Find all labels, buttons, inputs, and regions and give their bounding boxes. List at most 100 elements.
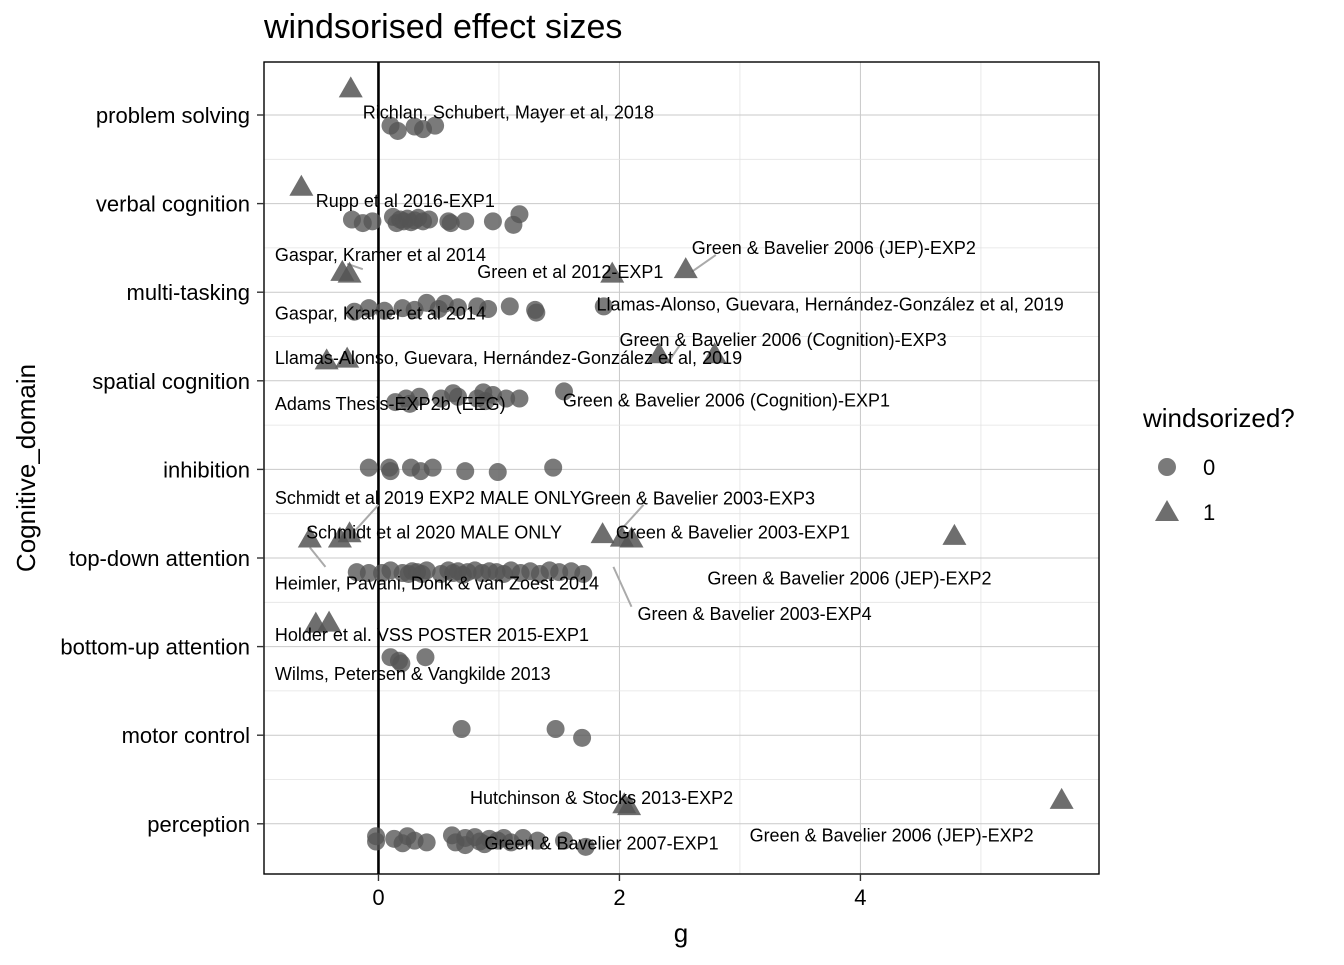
data-point-circle: [456, 462, 475, 481]
data-point-circle: [388, 121, 407, 140]
point-annotation: Gaspar, Kramer et al 2014: [275, 245, 486, 265]
annotation-leader-line: [309, 546, 327, 568]
data-point-triangle: [590, 522, 615, 544]
data-point-circle: [359, 458, 378, 477]
data-point-circle: [544, 458, 563, 477]
data-point-triangle: [1049, 787, 1074, 809]
x-axis-title: g: [674, 918, 688, 948]
x-axis: 0 2 4: [372, 874, 867, 910]
point-annotation: Green & Bavelier 2006 (JEP)-EXP2: [707, 568, 991, 588]
y-tick-label: verbal cognition: [96, 192, 250, 217]
y-tick-label: inhibition: [163, 457, 250, 482]
legend: windsorized? 0 1: [1142, 403, 1295, 525]
data-point-circle: [456, 212, 475, 231]
x-tick-label: 0: [372, 885, 384, 910]
data-point-circle: [573, 728, 592, 747]
x-tick-label: 4: [854, 885, 866, 910]
data-point-circle: [576, 837, 595, 856]
data-point-circle: [594, 297, 613, 316]
data-point-circle: [410, 387, 429, 406]
annotation-leader-line: [666, 344, 681, 364]
label-lines: [309, 254, 717, 608]
annotation-leader-line: [691, 254, 717, 273]
legend-key-circle: [1158, 458, 1176, 476]
point-annotation: Holder et al. VSS POSTER 2015-EXP1: [275, 625, 589, 645]
data-point-triangle: [338, 76, 363, 98]
legend-key-triangle: [1155, 500, 1179, 521]
data-point-triangle: [337, 521, 362, 543]
data-point-circle: [514, 828, 533, 847]
data-point-triangle: [289, 174, 314, 196]
data-point-circle: [381, 462, 400, 481]
data-point-circle: [497, 389, 516, 408]
data-point-circle: [510, 389, 529, 408]
point-annotation: Gaspar, Kramer et al 2014: [275, 303, 486, 323]
data-point-triangle: [297, 526, 322, 548]
point-annotation: Green & Bavelier 2006 (Cognition)-EXP1: [563, 390, 890, 410]
data-point-triangle: [702, 342, 727, 364]
y-tick-label: problem solving: [96, 103, 250, 128]
data-point-circle: [500, 297, 519, 316]
data-point-circle: [448, 387, 467, 406]
chart-title: windsorised effect sizes: [263, 8, 622, 46]
data-point-circle: [345, 302, 364, 321]
data-point-circle: [555, 831, 574, 850]
data-point-circle: [417, 833, 436, 852]
data-point-triangle: [617, 794, 642, 816]
legend-label: 0: [1203, 455, 1215, 480]
data-point-circle: [392, 654, 411, 673]
data-point-circle: [546, 719, 565, 738]
point-annotation: Wilms, Petersen & Vangkilde 2013: [275, 664, 551, 684]
data-point-circle: [417, 561, 436, 580]
data-point-circle: [375, 301, 394, 320]
data-point-circle: [479, 300, 498, 319]
data-point-triangle: [327, 526, 352, 548]
data-point-circle: [528, 831, 547, 850]
data-point-triangle: [337, 261, 362, 283]
y-tick-label: perception: [147, 812, 250, 837]
annotation-leader-line: [353, 504, 380, 533]
plot-panel-border: [263, 61, 1100, 875]
point-annotation: Green & Bavelier 2006 (JEP)-EXP2: [750, 825, 1034, 845]
data-point-triangle: [619, 526, 644, 548]
grid: [264, 62, 1099, 874]
data-point-circle: [555, 382, 574, 401]
y-tick-label: multi-tasking: [127, 280, 250, 305]
y-tick-label: bottom-up attention: [60, 635, 250, 660]
point-annotation: Llamas-Alonso, Guevara, Hernández-Gonzál…: [275, 348, 742, 368]
point-annotation: Schmidt et al 2020 MALE ONLY: [306, 522, 562, 542]
data-point-circle: [359, 564, 378, 583]
point-annotation: Green & Bavelier 2006 (JEP)-EXP2: [692, 238, 976, 258]
point-annotation: Rupp et al 2016-EXP1: [316, 191, 495, 211]
data-point-circle: [488, 463, 507, 482]
data-point-circle: [448, 298, 467, 317]
data-point-circle: [423, 458, 442, 477]
point-annotation: Schmidt et al 2019 EXP2 MALE ONLY: [275, 488, 582, 508]
legend-label: 1: [1203, 500, 1215, 525]
point-annotation: Green & Bavelier 2006 (Cognition)-EXP3: [619, 330, 946, 350]
point-annotation: Green et al 2012-EXP1: [477, 262, 663, 282]
data-point-circle: [510, 205, 529, 224]
point-annotation: Green & Bavelier 2003-EXP4: [638, 604, 872, 624]
data-point-triangle: [317, 610, 342, 632]
y-tick-label: motor control: [122, 723, 250, 748]
point-annotation: Green & Bavelier 2003-EXP3: [581, 489, 815, 509]
point-annotation: Richlan, Schubert, Mayer et al, 2018: [363, 102, 654, 122]
data-point-circle: [574, 564, 593, 583]
point-annotation: Heimler, Pavani, Donk & van Zoest 2014: [275, 574, 599, 594]
data-point-circle: [452, 719, 471, 738]
annotation-leader-line: [618, 504, 645, 533]
point-annotation: Green & Bavelier 2007-EXP1: [484, 833, 718, 853]
data-point-circle: [363, 212, 382, 231]
data-point-triangle: [673, 257, 698, 279]
data-point-circle: [483, 212, 502, 231]
data-point-circle: [416, 648, 435, 667]
y-tick-label: top-down attention: [69, 546, 250, 571]
x-tick-label: 2: [613, 885, 625, 910]
data-point-circle: [527, 303, 546, 322]
point-annotation: Green & Bavelier 2003-EXP1: [616, 522, 850, 542]
data-point-triangle: [942, 523, 967, 545]
y-tick-label: spatial cognition: [92, 369, 250, 394]
data-point-circle: [426, 116, 445, 135]
